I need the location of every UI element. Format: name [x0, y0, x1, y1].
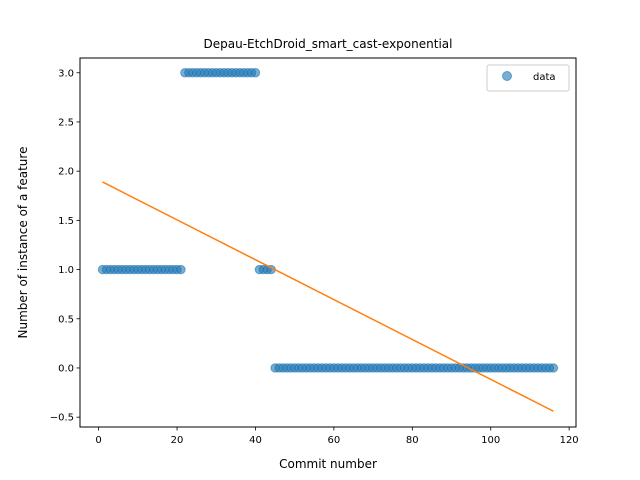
y-tick-label: 1.5: [58, 216, 74, 227]
x-axis-ticks: 0 20 40 60 80 100 120: [95, 427, 579, 446]
x-tick-label: 0: [95, 435, 101, 446]
y-axis-ticks: −0.5 0.0 0.5 1.0 1.5 2.0 2.5 3.0: [50, 68, 80, 424]
x-tick-label: 60: [328, 435, 341, 446]
data-points: [97, 68, 559, 373]
data-point: [548, 363, 559, 373]
x-tick-label: 120: [560, 435, 579, 446]
y-tick-label: −0.5: [50, 413, 74, 424]
fit-line: [102, 181, 554, 412]
data-point: [176, 264, 186, 275]
y-tick-label: 0.0: [58, 363, 74, 374]
legend-box: [486, 64, 570, 92]
y-tick-label: 2.5: [58, 117, 74, 128]
plot-frame: [79, 57, 577, 428]
y-axis-label: Number of instance of a feature: [16, 147, 30, 339]
y-tick-label: 2.0: [58, 167, 74, 178]
y-tick-label: 3.0: [58, 68, 74, 79]
x-tick-label: 100: [481, 435, 500, 446]
y-tick-label: 1.0: [58, 265, 74, 276]
x-axis-label: Commit number: [279, 457, 377, 471]
data-point: [250, 68, 261, 78]
x-tick-label: 80: [406, 435, 419, 446]
x-tick-label: 40: [249, 435, 262, 446]
fit-line-layer: [102, 181, 554, 412]
legend-marker-data: [502, 71, 512, 81]
y-tick-label: 0.5: [58, 314, 74, 325]
legend: data: [486, 64, 570, 92]
chart-title: Depau-EtchDroid_smart_cast-exponential: [204, 37, 453, 51]
legend-label-data: data: [533, 72, 556, 83]
x-tick-label: 20: [171, 435, 184, 446]
